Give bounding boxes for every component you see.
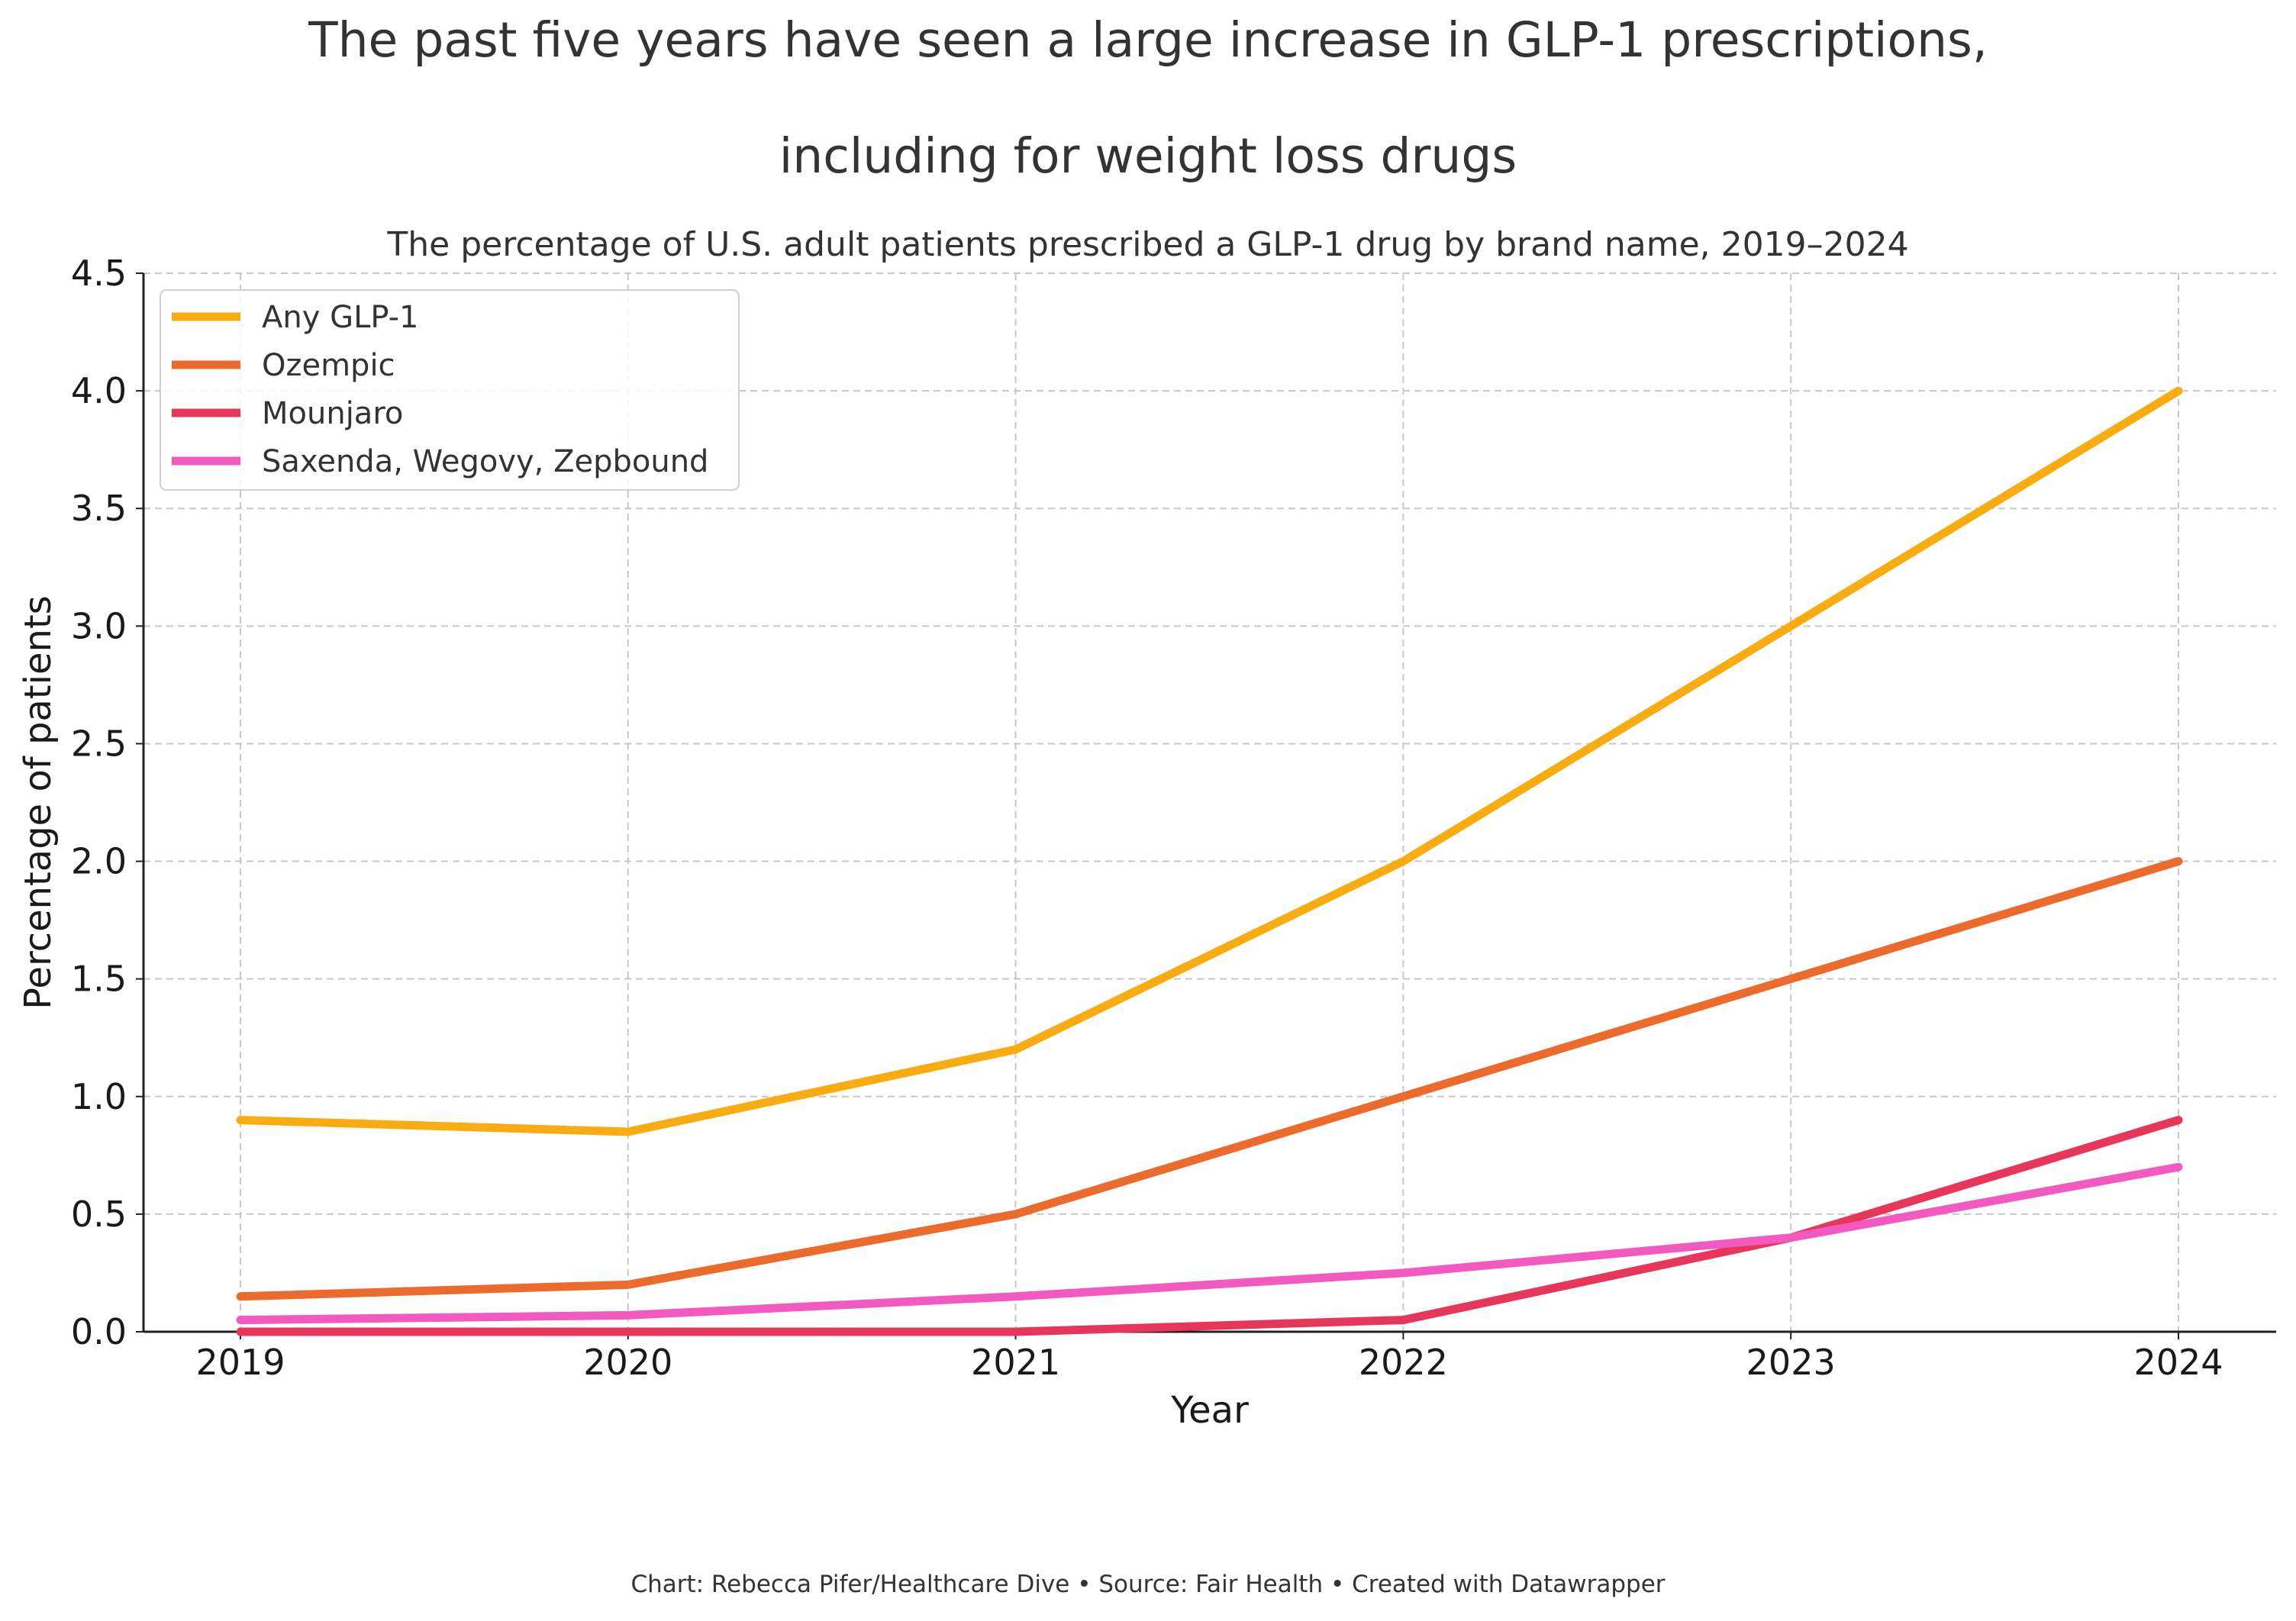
y-tick-label: 3.0 xyxy=(71,605,127,646)
y-tick-label: 0.5 xyxy=(71,1194,127,1235)
y-tick-label: 4.5 xyxy=(71,253,127,294)
y-tick-label: 0.0 xyxy=(71,1311,127,1352)
x-tick-label: 2023 xyxy=(1746,1342,1836,1383)
legend-frame xyxy=(160,289,740,491)
y-tick-label: 1.5 xyxy=(71,959,127,1000)
series-lines xyxy=(236,386,2183,1336)
x-axis-title: Year xyxy=(1170,1389,1249,1432)
x-tick-label: 2024 xyxy=(2133,1342,2223,1383)
tick-labels: 0.0 0.5 1.0 1.5 2.0 2.5 3.0 3.5 4.0 4.5 2019 2020 20… xyxy=(71,253,2223,1383)
chart-subtitle: The percentage of U.S. adult patients pr… xyxy=(387,225,1909,264)
x-tick-label: 2019 xyxy=(195,1342,285,1383)
y-tick-label: 3.5 xyxy=(71,488,127,529)
y-tick-label: 2.5 xyxy=(71,723,127,764)
series-line-4 xyxy=(236,1162,2183,1325)
legend-label: Saxenda, Wegovy, Zepbound xyxy=(262,444,708,479)
y-tick-label: 1.0 xyxy=(71,1076,127,1117)
y-axis-title: Percentage of patients xyxy=(17,595,60,1010)
x-tick-label: 2021 xyxy=(971,1342,1060,1383)
chart-title-line-2: including for weight loss drugs xyxy=(779,128,1517,184)
series-line-1 xyxy=(236,386,2183,1136)
legend: Any GLP-1 Ozempic Mounjaro Saxenda, Wegovy,… xyxy=(160,289,740,491)
legend-label: Ozempic xyxy=(262,348,395,383)
legend-label: Any GLP-1 xyxy=(262,300,419,335)
y-tick-label: 2.0 xyxy=(71,841,127,882)
x-tick-label: 2020 xyxy=(583,1342,672,1383)
x-tick-label: 2022 xyxy=(1359,1342,1448,1383)
chart-footer-credit: Chart: Rebecca Pifer/Healthcare Dive • S… xyxy=(630,1571,1666,1598)
series-line-2 xyxy=(236,857,2183,1301)
grid-lines xyxy=(144,272,2276,1332)
series-line-3 xyxy=(236,1116,2183,1336)
chart-title-line-1: The past five years have seen a large in… xyxy=(308,12,1988,68)
legend-label: Mounjaro xyxy=(262,396,403,431)
y-tick-label: 4.0 xyxy=(71,370,127,411)
